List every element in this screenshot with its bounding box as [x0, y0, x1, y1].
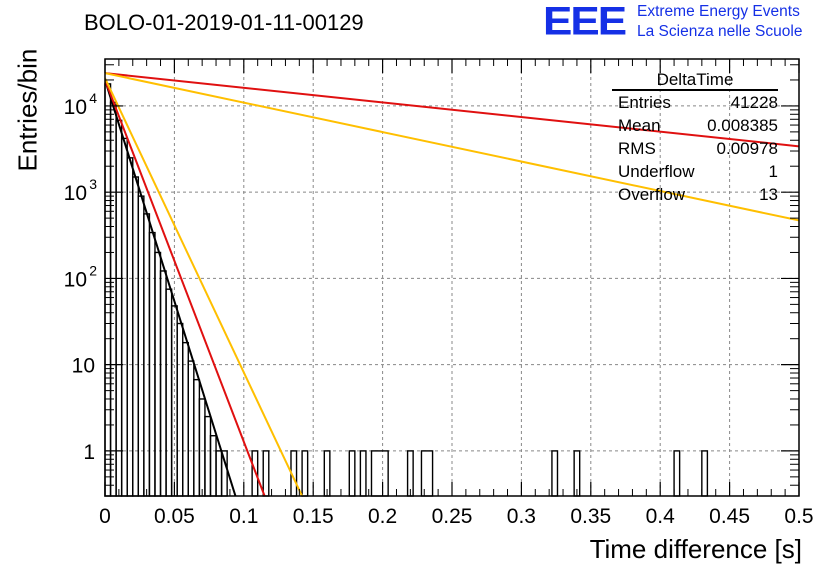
histogram-bin: [198, 398, 206, 497]
stats-title: DeltaTime: [612, 70, 778, 91]
stats-value: 13: [759, 185, 778, 204]
histogram-bin: [176, 322, 184, 497]
eee-logo: EEE: [543, 0, 627, 44]
y-tick-label: 1: [83, 441, 95, 464]
histogram-bin: [187, 360, 195, 497]
stats-row: Overflow 13: [610, 183, 778, 206]
series-line: [105, 72, 799, 222]
stats-row: Entries 41228: [610, 91, 778, 114]
stats-row: Mean 0.008385: [610, 114, 778, 137]
y-tick-label: 10: [64, 96, 87, 119]
histogram-bin: [348, 450, 356, 497]
y-tick-exponent: 4: [89, 90, 97, 106]
histogram-bin: [359, 450, 367, 497]
x-tick-label: 0.4: [646, 505, 676, 528]
y-tick-label: 10: [64, 182, 87, 205]
x-tick-label: 0.05: [154, 505, 195, 528]
series-line: [105, 79, 266, 496]
x-tick-label: 0.2: [368, 505, 397, 528]
histogram-bin: [115, 119, 123, 497]
logo-line-1: Extreme Energy Events: [637, 3, 800, 20]
histogram-bin: [551, 450, 559, 497]
stats-label: Mean: [618, 116, 661, 135]
histogram-bin: [701, 450, 709, 497]
series-line: [105, 79, 237, 496]
histogram-bin: [370, 450, 389, 497]
histogram-bin: [104, 83, 112, 497]
chart-title: BOLO-01-2019-01-11-00129: [84, 10, 364, 35]
stats-row: RMS 0.00978: [610, 137, 778, 160]
histogram-bin: [204, 415, 212, 497]
x-tick-label: 0: [99, 505, 111, 528]
y-tick-label: 10: [72, 355, 95, 378]
x-tick-label: 0.45: [709, 505, 750, 528]
histogram-bin: [126, 157, 134, 497]
histogram-bin: [301, 450, 309, 497]
histogram-bin: [215, 450, 223, 497]
series-line: [105, 77, 304, 496]
histogram-bin: [182, 341, 189, 497]
stats-value: 0.00978: [716, 139, 778, 158]
stats-box: DeltaTime Entries 41228 Mean 0.008385 RMS 0…: [610, 70, 778, 206]
x-tick-label: 0.5: [784, 505, 813, 528]
histogram-bin: [159, 270, 167, 497]
y-tick-exponent: 3: [89, 176, 97, 192]
histogram-bin: [154, 251, 162, 497]
histogram-bin: [209, 435, 217, 497]
y-tick-label: 10: [64, 268, 87, 291]
histogram-bin: [132, 176, 140, 497]
x-tick-label: 0.25: [432, 505, 473, 528]
stats-value: 0.008385: [707, 116, 778, 135]
y-axis-label: Entries/bin: [12, 48, 43, 172]
fit-lines: [105, 72, 799, 496]
stats-label: RMS: [618, 139, 656, 158]
stats-label: Underflow: [618, 162, 695, 181]
stats-label: Entries: [618, 93, 671, 112]
stats-value: 1: [768, 162, 778, 181]
stats-label: Overflow: [618, 185, 686, 204]
histogram-bin: [193, 378, 201, 497]
histogram-bin: [165, 288, 173, 497]
histogram-bin: [109, 101, 117, 497]
axis-ticks: [104, 59, 800, 497]
series-line: [105, 72, 799, 148]
logo-line-2: La Scienza nelle Scuole: [637, 23, 803, 40]
histogram-bin: [262, 450, 270, 497]
x-tick-label: 0.1: [229, 505, 258, 528]
stats-value: 41228: [730, 93, 778, 112]
x-tick-label: 0.35: [570, 505, 611, 528]
x-tick-labels: 0 0.05 0.1 0.15 0.2 0.25 0.3 0.35 0.4 0.45 0.5: [99, 505, 813, 528]
x-tick-label: 0.3: [507, 505, 536, 528]
x-tick-label: 0.15: [293, 505, 334, 528]
stats-row: Underflow 1: [610, 160, 778, 183]
histogram-bin: [143, 213, 151, 497]
histogram-bin: [673, 450, 681, 497]
x-axis-label: Time difference [s]: [589, 534, 802, 564]
y-tick-exponent: 2: [89, 262, 97, 278]
histogram-bin: [420, 450, 434, 497]
